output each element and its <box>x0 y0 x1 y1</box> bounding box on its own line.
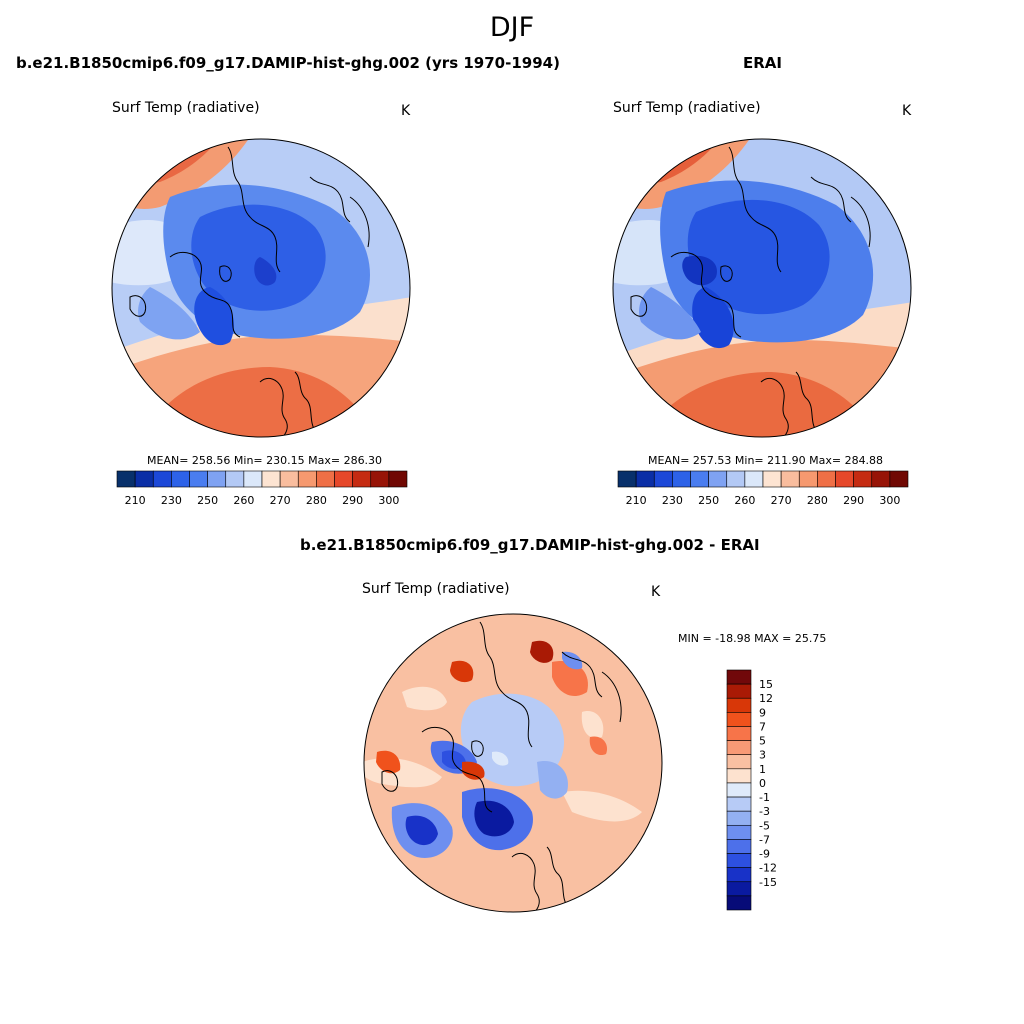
colorbar-swatch <box>279 470 299 488</box>
colorbar-tick-label: 3 <box>759 749 766 762</box>
colorbar-tick-label: -3 <box>759 805 770 818</box>
colorbar-swatch <box>726 740 752 756</box>
colorbar-tick-label: -15 <box>759 876 777 889</box>
colorbar-tick-label: 230 <box>662 494 683 507</box>
colorbar-swatch <box>171 470 190 488</box>
colorbar-swatch <box>261 470 281 488</box>
colorbar-swatch <box>370 470 390 488</box>
colorbar-swatch <box>726 782 752 798</box>
obs-units-label: K <box>902 103 912 119</box>
colorbar-swatch <box>207 470 227 488</box>
colorbar-swatch <box>388 470 408 488</box>
colorbar-tick-label: 5 <box>759 735 766 748</box>
colorbar-tick-label: -7 <box>759 833 770 846</box>
colorbar-swatch <box>316 470 335 488</box>
colorbar-swatch <box>853 470 873 488</box>
colorbar-tick-label: 270 <box>270 494 291 507</box>
colorbar-swatch <box>726 470 746 488</box>
colorbar-swatch <box>726 697 752 713</box>
colorbar-swatch <box>817 470 836 488</box>
colorbar-tick-label: 300 <box>378 494 399 507</box>
colorbar-swatch <box>726 839 752 854</box>
colorbar-swatch <box>726 683 752 699</box>
colorbar-swatch <box>297 470 317 488</box>
colorbar-tick-label: 210 <box>125 494 146 507</box>
colorbar-swatch <box>889 470 909 488</box>
colorbar-swatch <box>134 470 154 488</box>
colorbar-tick-label: 290 <box>342 494 363 507</box>
diff-stats: MIN = -18.98 MAX = 25.75 <box>678 632 827 645</box>
colorbar-tick-label: 230 <box>161 494 182 507</box>
model-panel-title: b.e21.B1850cmip6.f09_g17.DAMIP-hist-ghg.… <box>16 54 560 72</box>
colorbar-swatch <box>780 470 800 488</box>
colorbar-tick-label: 7 <box>759 720 766 733</box>
colorbar-swatch <box>189 470 208 488</box>
colorbar-tick-label: 15 <box>759 678 773 691</box>
colorbar-swatch <box>744 470 764 488</box>
colorbar-tick-label: -9 <box>759 848 770 861</box>
colorbar-tick-label: 0 <box>759 777 766 790</box>
figure-title: DJF <box>489 12 535 43</box>
obs-stats: MEAN= 257.53 Min= 211.90 Max= 284.88 <box>648 454 884 467</box>
colorbar-swatch <box>690 470 709 488</box>
colorbar-swatch <box>617 470 637 488</box>
diff-variable-label: Surf Temp (radiative) <box>362 581 510 597</box>
obs-variable-label: Surf Temp (radiative) <box>613 100 761 116</box>
model-stats: MEAN= 258.56 Min= 230.15 Max= 286.30 <box>147 454 383 467</box>
colorbar-tick-label: 210 <box>626 494 647 507</box>
colorbar-tick-label: 290 <box>843 494 864 507</box>
obs-polar-map <box>612 138 912 438</box>
colorbar-tick-label: 270 <box>771 494 792 507</box>
colorbar-swatch <box>726 881 752 897</box>
diff-units-label: K <box>651 584 661 600</box>
model-units-label: K <box>401 103 411 119</box>
colorbar-swatch <box>726 796 752 812</box>
colorbar-tick-label: 9 <box>759 706 766 719</box>
colorbar-tick-label: 12 <box>759 692 773 705</box>
colorbar-tick-label: -1 <box>759 791 770 804</box>
colorbar-swatch <box>798 470 818 488</box>
colorbar-tick-label: 280 <box>306 494 327 507</box>
colorbar-swatch <box>871 470 891 488</box>
colorbar-swatch <box>672 470 691 488</box>
model-polar-map <box>111 138 411 438</box>
colorbar-swatch <box>726 768 752 784</box>
colorbar-tick-label: 250 <box>698 494 719 507</box>
colorbar-swatch <box>726 895 752 911</box>
colorbar-swatch <box>726 669 752 685</box>
colorbar-swatch <box>726 726 752 741</box>
model-variable-label: Surf Temp (radiative) <box>112 100 260 116</box>
obs-panel-title: ERAI <box>743 54 782 72</box>
diff-polar-map <box>363 613 663 913</box>
colorbar-tick-label: -5 <box>759 819 770 832</box>
colorbar-swatch <box>726 754 752 770</box>
colorbar-tick-label: 250 <box>197 494 218 507</box>
colorbar-swatch <box>352 470 372 488</box>
obs-colorbar: 210 230 250 260 270 280 290 300 <box>617 470 909 507</box>
colorbar-swatch <box>708 470 728 488</box>
colorbar-swatch <box>726 712 752 727</box>
diff-panel-title: b.e21.B1850cmip6.f09_g17.DAMIP-hist-ghg.… <box>300 536 760 554</box>
colorbar-swatch <box>835 470 854 488</box>
colorbar-tick-label: 260 <box>734 494 755 507</box>
colorbar-tick-label: 260 <box>233 494 254 507</box>
colorbar-swatch <box>726 824 752 840</box>
colorbar-tick-label: 1 <box>759 763 766 776</box>
colorbar-swatch <box>635 470 655 488</box>
colorbar-tick-label: -12 <box>759 862 777 875</box>
colorbar-swatch <box>116 470 136 488</box>
colorbar-swatch <box>762 470 782 488</box>
colorbar-tick-label: 300 <box>879 494 900 507</box>
colorbar-tick-label: 280 <box>807 494 828 507</box>
colorbar-swatch <box>726 867 752 883</box>
colorbar-swatch <box>152 470 172 488</box>
model-colorbar: 210 230 250 260 270 280 290 300 <box>116 470 408 507</box>
colorbar-swatch <box>243 470 263 488</box>
colorbar-swatch <box>225 470 245 488</box>
colorbar-swatch <box>334 470 353 488</box>
colorbar-swatch <box>726 853 752 868</box>
colorbar-swatch <box>653 470 673 488</box>
colorbar-swatch <box>726 810 752 826</box>
